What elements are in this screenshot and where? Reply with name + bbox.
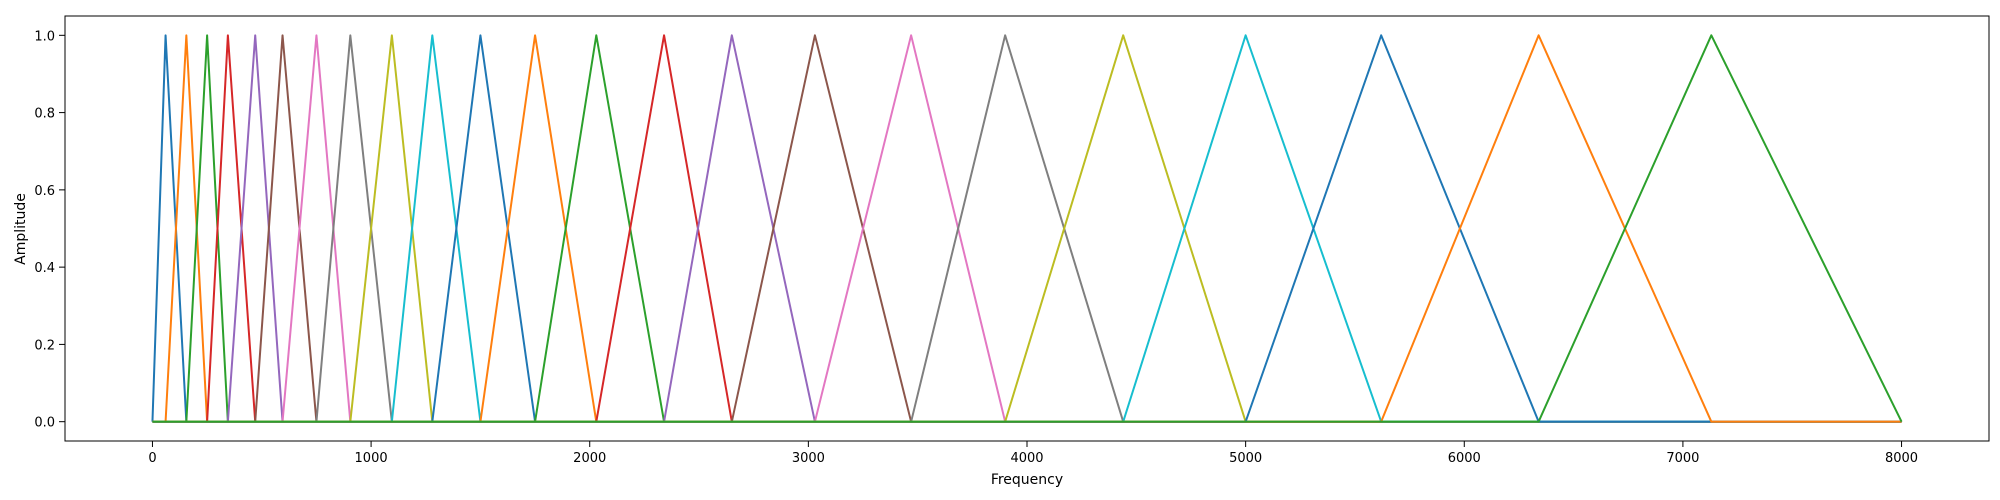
x-tick-label: 1000 xyxy=(355,451,388,466)
y-tick-label: 0.0 xyxy=(34,416,55,431)
x-tick-label: 7000 xyxy=(1666,451,1699,466)
filter-series-23 xyxy=(152,34,1903,423)
x-tick-label: 3000 xyxy=(792,451,825,466)
x-tick-label: 0 xyxy=(148,451,156,466)
x-tick-label: 8000 xyxy=(1885,451,1918,466)
y-tick-label: 0.8 xyxy=(34,107,55,122)
x-axis-label: Frequency xyxy=(991,472,1063,488)
y-tick-label: 0.4 xyxy=(34,261,55,276)
x-tick-label: 2000 xyxy=(573,451,606,466)
y-tick-label: 0.6 xyxy=(34,184,55,199)
y-tick-label: 0.2 xyxy=(34,338,55,353)
series-layer xyxy=(151,34,1903,423)
x-tick-label: 4000 xyxy=(1010,451,1043,466)
x-axis: 0 1000 2000 3000 4000 5000 6000 7000 8000 xyxy=(148,441,1918,466)
x-tick-label: 6000 xyxy=(1448,451,1481,466)
y-axis: 0.0 0.2 0.4 0.6 0.8 1.0 xyxy=(34,29,65,431)
y-tick-label: 1.0 xyxy=(34,29,55,44)
y-axis-label: Amplitude xyxy=(13,193,29,265)
x-tick-label: 5000 xyxy=(1229,451,1262,466)
